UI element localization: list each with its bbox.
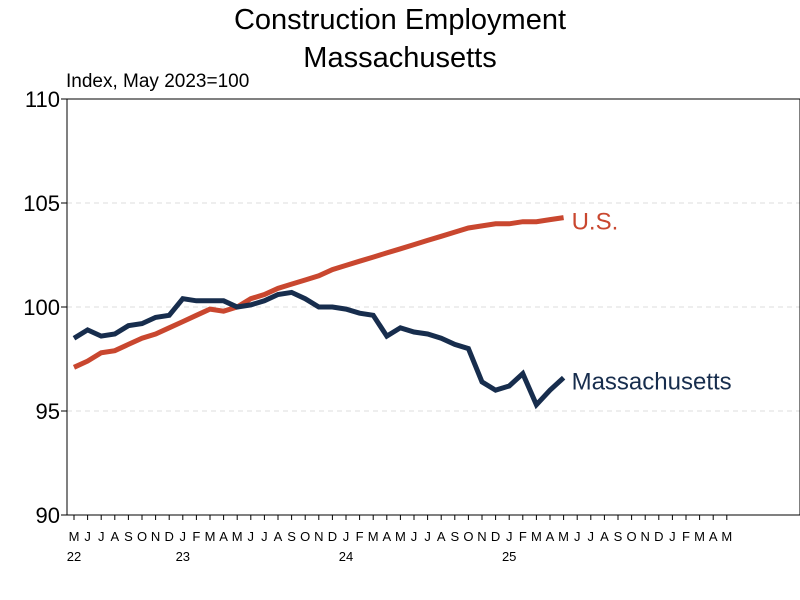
x-tick-label: S xyxy=(287,529,296,544)
x-tick-label: N xyxy=(641,529,650,544)
x-tick-label: J xyxy=(424,529,431,544)
x-tick-label: J xyxy=(261,529,268,544)
series-line-massachusetts xyxy=(72,289,566,410)
x-tick-label: A xyxy=(110,529,119,544)
x-tick-label: O xyxy=(627,529,637,544)
x-tick-label: J xyxy=(669,529,676,544)
x-tick-label: F xyxy=(356,529,364,544)
x-tick-label: J xyxy=(506,529,513,544)
x-tick-label: F xyxy=(682,529,690,544)
x-tick-label: O xyxy=(463,529,473,544)
x-tick-label: M xyxy=(232,529,243,544)
x-tick-label: J xyxy=(411,529,418,544)
x-tick-label: A xyxy=(274,529,283,544)
x-tick-label: J xyxy=(84,529,91,544)
x-tick-label: D xyxy=(491,529,500,544)
x-tick-label: M xyxy=(694,529,705,544)
x-year-label: 23 xyxy=(176,549,190,564)
chart-title-line-2: Massachusetts xyxy=(303,42,496,74)
x-tick-label: S xyxy=(450,529,459,544)
x-tick-label: M xyxy=(205,529,216,544)
x-tick-label: A xyxy=(219,529,228,544)
y-axis-label: Index, May 2023=100 xyxy=(66,71,249,92)
x-tick-label: O xyxy=(300,529,310,544)
x-tick-label: A xyxy=(437,529,446,544)
x-tick-label: A xyxy=(382,529,391,544)
x-tick-label: A xyxy=(709,529,718,544)
x-tick-label: J xyxy=(343,529,350,544)
y-tick-label: 100 xyxy=(23,295,60,320)
x-tick-label: M xyxy=(721,529,732,544)
x-tick-label: J xyxy=(98,529,105,544)
y-tick-label: 95 xyxy=(36,399,60,424)
x-tick-label: F xyxy=(519,529,527,544)
x-year-label: 25 xyxy=(502,549,516,564)
x-tick-label: S xyxy=(124,529,133,544)
series-label-massachusetts: Massachusetts xyxy=(572,369,732,396)
x-tick-label: S xyxy=(614,529,623,544)
chart-title-line-1: Construction Employment xyxy=(234,4,566,36)
x-tick-label: M xyxy=(69,529,80,544)
x-year-label: 22 xyxy=(67,549,81,564)
x-tick-label: N xyxy=(477,529,486,544)
x-tick-label: J xyxy=(574,529,581,544)
x-tick-label: M xyxy=(395,529,406,544)
x-tick-label: O xyxy=(137,529,147,544)
x-tick-label: J xyxy=(588,529,595,544)
y-tick-label: 90 xyxy=(36,503,60,528)
series-lines: U.S. Massachusetts xyxy=(72,209,732,410)
series-label-us: U.S. xyxy=(572,209,619,236)
x-tick-label: N xyxy=(151,529,160,544)
series-line-us xyxy=(72,215,564,370)
x-tick-label: A xyxy=(600,529,609,544)
x-tick-label: D xyxy=(328,529,337,544)
y-axis-ticks: 110 105 100 95 90 xyxy=(23,87,67,528)
x-tick-label: M xyxy=(368,529,379,544)
x-year-label: 24 xyxy=(339,549,353,564)
x-tick-label: J xyxy=(180,529,187,544)
y-tick-label: 105 xyxy=(23,191,60,216)
x-tick-label: M xyxy=(531,529,542,544)
x-tick-label: N xyxy=(314,529,323,544)
x-tick-label: D xyxy=(165,529,174,544)
x-tick-label: D xyxy=(654,529,663,544)
x-tick-label: A xyxy=(546,529,555,544)
x-tick-label: J xyxy=(248,529,255,544)
x-tick-label: F xyxy=(192,529,200,544)
y-tick-label: 110 xyxy=(25,87,60,112)
x-tick-label: M xyxy=(558,529,569,544)
